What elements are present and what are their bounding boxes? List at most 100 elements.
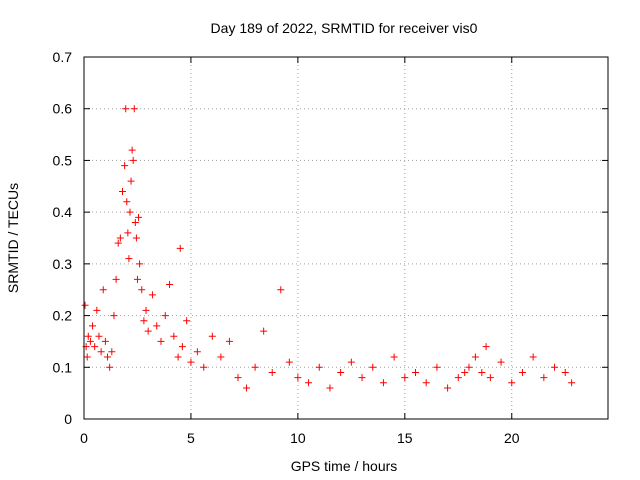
data-point: [116, 234, 124, 242]
y-tick-label: 0.1: [53, 359, 73, 375]
x-axis-label: GPS time / hours: [291, 458, 398, 474]
data-point: [97, 348, 105, 356]
data-point: [121, 162, 129, 170]
y-tick-label: 0.2: [53, 308, 73, 324]
x-tick-label: 15: [397, 430, 413, 446]
data-point: [551, 363, 559, 371]
data-point: [131, 218, 139, 226]
y-tick-label: 0.4: [53, 204, 73, 220]
data-point: [124, 229, 132, 237]
data-point: [260, 327, 268, 335]
data-point: [138, 286, 146, 294]
y-tick-label: 0.3: [53, 256, 73, 272]
data-point: [174, 353, 182, 361]
data-point: [461, 368, 469, 376]
data-point: [101, 337, 109, 345]
data-point: [84, 332, 92, 340]
data-point: [412, 368, 420, 376]
data-point: [108, 348, 116, 356]
data-point: [91, 343, 99, 351]
data-point: [337, 368, 345, 376]
data-point: [285, 358, 293, 366]
data-point: [568, 379, 576, 387]
data-point: [122, 105, 130, 113]
data-point: [183, 317, 191, 325]
data-point: [234, 374, 242, 382]
data-point: [104, 353, 112, 361]
data-point: [379, 379, 387, 387]
data-point: [127, 177, 135, 185]
data-point: [128, 146, 136, 154]
chart-title: Day 189 of 2022, SRMTID for receiver vis…: [211, 20, 478, 36]
y-tick-label: 0.6: [53, 101, 73, 117]
data-point: [123, 198, 131, 206]
data-point: [133, 275, 141, 283]
data-point: [478, 368, 486, 376]
data-point: [187, 358, 195, 366]
data-point: [294, 374, 302, 382]
data-point: [540, 374, 548, 382]
data-points: [81, 105, 576, 392]
data-point: [486, 374, 494, 382]
data-point: [305, 379, 313, 387]
data-point: [118, 187, 126, 195]
data-point: [166, 281, 174, 289]
data-point: [157, 337, 165, 345]
data-point: [277, 286, 285, 294]
data-point: [126, 208, 134, 216]
data-point: [518, 368, 526, 376]
data-point: [114, 239, 122, 247]
data-point: [326, 384, 334, 392]
data-point: [200, 363, 208, 371]
data-point: [268, 368, 276, 376]
x-tick-label: 0: [80, 430, 88, 446]
grid: [84, 57, 608, 419]
data-point: [208, 332, 216, 340]
data-point: [529, 353, 537, 361]
data-point: [401, 374, 409, 382]
data-point: [132, 234, 140, 242]
data-point: [243, 384, 251, 392]
data-point: [153, 322, 161, 330]
x-tick-label: 10: [290, 430, 306, 446]
data-point: [99, 286, 107, 294]
y-tick-label: 0.5: [53, 152, 73, 168]
data-point: [170, 332, 178, 340]
data-point: [148, 291, 156, 299]
y-axis-label: SRMTID / TECUs: [5, 183, 21, 293]
data-point: [86, 337, 94, 345]
y-tick-labels: 0 0.1 0.2 0.3 0.4 0.5 0.6 0.7: [53, 49, 73, 427]
data-point: [315, 363, 323, 371]
data-point: [176, 244, 184, 252]
data-point: [444, 384, 452, 392]
data-point: [125, 255, 133, 263]
data-point: [130, 105, 138, 113]
y-tick-label: 0: [64, 411, 72, 427]
data-point: [93, 306, 101, 314]
data-point: [136, 260, 144, 268]
data-point: [106, 363, 114, 371]
data-point: [369, 363, 377, 371]
data-point: [482, 343, 490, 351]
data-point: [142, 306, 150, 314]
data-point: [225, 337, 233, 345]
data-point: [112, 275, 120, 283]
data-point: [110, 312, 118, 320]
plot-frame: [83, 56, 609, 420]
data-point: [251, 363, 259, 371]
data-point: [358, 374, 366, 382]
data-point: [561, 368, 569, 376]
data-point: [465, 363, 473, 371]
data-point: [497, 358, 505, 366]
data-point: [454, 374, 462, 382]
x-tick-labels: 0 5 10 15 20: [80, 430, 520, 446]
data-point: [140, 317, 148, 325]
y-tick-label: 0.7: [53, 49, 73, 65]
data-point: [129, 156, 137, 164]
data-point: [217, 353, 225, 361]
data-point: [135, 213, 143, 221]
data-point: [144, 327, 152, 335]
x-tick-label: 20: [504, 430, 520, 446]
data-point: [83, 353, 91, 361]
axis-ticks: [83, 56, 608, 420]
